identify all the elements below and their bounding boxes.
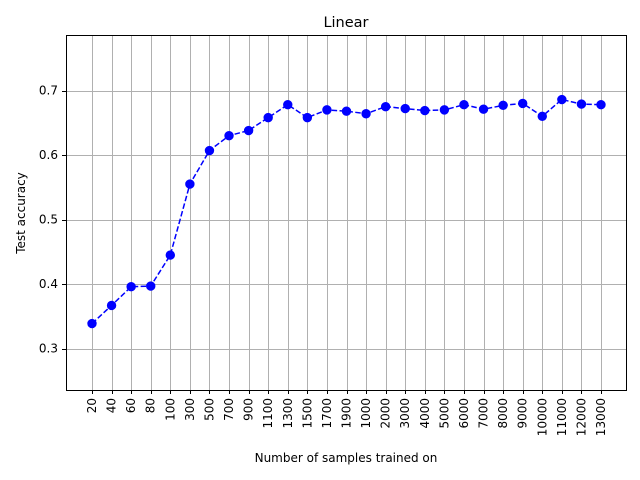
data-point (498, 100, 508, 111)
y-tick-label: 0.7 (39, 84, 58, 98)
data-point (478, 104, 489, 114)
data-point (459, 100, 469, 110)
x-tick-label: 900 (242, 398, 256, 421)
data-point (537, 111, 547, 122)
grid-layer (66, 35, 626, 390)
x-tick-label: 7000 (477, 398, 491, 429)
x-tick-label: 1900 (340, 398, 354, 429)
x-tick-label: 11000 (555, 398, 569, 436)
x-axis: 20 40 60 80 100 300 500 700 900 1100 1300 1500 1700 1… (85, 390, 608, 436)
data-point (87, 318, 97, 329)
data-point (439, 105, 450, 115)
x-tick-label: 2000 (379, 398, 393, 429)
x-tick-label: 40 (105, 398, 119, 413)
x-tick-label: 13000 (594, 398, 608, 436)
data-point (517, 98, 528, 109)
data-point (243, 125, 254, 136)
data-point (283, 100, 293, 110)
data-point (224, 130, 234, 141)
data-point (400, 103, 410, 114)
x-tick-label: 1500 (300, 398, 314, 429)
x-tick-label: 60 (124, 398, 138, 413)
data-point (185, 179, 195, 189)
x-tick-label: 20 (85, 398, 99, 413)
x-tick-label: 12000 (574, 398, 588, 436)
y-tick-label: 0.5 (39, 213, 58, 227)
y-axis: 0.3 0.4 0.5 0.6 0.7 (39, 84, 66, 356)
x-tick-label: 1300 (281, 398, 295, 429)
x-tick-label: 500 (202, 398, 216, 421)
x-tick-label: 700 (222, 398, 236, 421)
y-tick-label: 0.4 (39, 277, 58, 291)
x-tick-label: 4000 (418, 398, 432, 429)
data-point (596, 100, 606, 110)
x-tick-label: 300 (183, 398, 197, 421)
series-layer (87, 94, 606, 329)
x-tick-label: 5000 (437, 398, 451, 429)
y-tick-label: 0.6 (39, 148, 58, 162)
data-point (126, 282, 136, 292)
data-point (341, 106, 352, 116)
data-point (263, 112, 273, 123)
x-tick-label: 100 (163, 398, 177, 421)
data-point (204, 145, 215, 156)
x-tick-label: 3000 (398, 398, 412, 429)
x-tick-label: 1700 (320, 398, 334, 429)
x-tick-label: 1100 (261, 398, 275, 429)
data-point (576, 99, 587, 109)
y-tick-label: 0.3 (39, 342, 58, 356)
x-tick-label: 8000 (496, 398, 510, 429)
x-tick-label: 80 (144, 398, 158, 413)
data-point (420, 105, 430, 116)
x-tick-label: 9000 (516, 398, 530, 429)
data-point (380, 101, 391, 112)
series-line (91, 98, 602, 325)
data-point (557, 94, 567, 105)
x-axis-label: Number of samples trained on (255, 451, 438, 465)
y-axis-label: Test accuracy (14, 172, 28, 255)
chart-title: Linear (323, 15, 368, 31)
data-point (302, 112, 313, 123)
data-point (361, 109, 371, 119)
data-point (146, 281, 156, 291)
x-tick-label: 1000 (359, 398, 373, 429)
axes-frame (66, 35, 627, 391)
data-point (322, 105, 332, 115)
x-tick-label: 6000 (457, 398, 471, 429)
data-point (106, 300, 117, 311)
x-tick-label: 10000 (535, 398, 549, 436)
data-point (165, 250, 176, 260)
